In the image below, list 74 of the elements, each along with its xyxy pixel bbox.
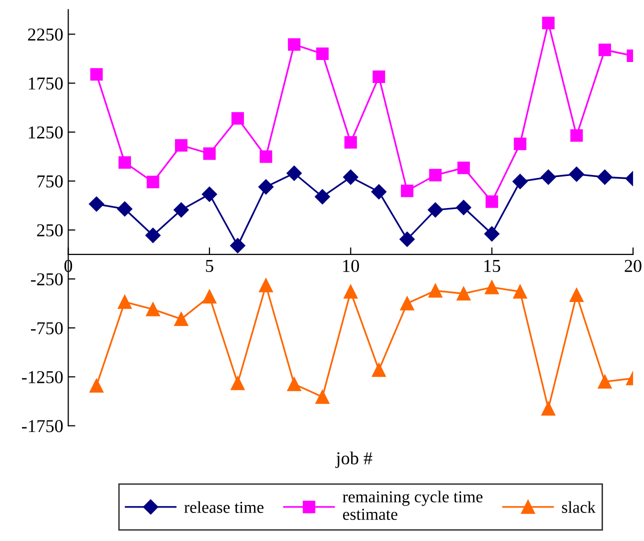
x-axis-title: job # bbox=[335, 452, 372, 468]
point bbox=[428, 202, 443, 218]
point bbox=[542, 16, 555, 30]
y-tick-label: 2250 bbox=[28, 28, 63, 41]
point bbox=[457, 162, 470, 174]
point bbox=[146, 302, 160, 316]
y-tick-label: 750 bbox=[38, 175, 63, 188]
y-tick-label: -1250 bbox=[22, 371, 63, 384]
point bbox=[429, 168, 442, 182]
y-tick-label: -750 bbox=[30, 322, 63, 334]
y-tick-label: 250 bbox=[37, 224, 63, 236]
point bbox=[597, 170, 612, 185]
point bbox=[484, 280, 499, 294]
legend-label: slack bbox=[562, 501, 596, 513]
y-tick-label: -250 bbox=[30, 273, 63, 286]
point bbox=[344, 284, 358, 299]
point bbox=[400, 296, 414, 310]
point bbox=[513, 284, 528, 299]
point bbox=[371, 184, 386, 200]
y-tick-label: -1750 bbox=[22, 420, 63, 432]
point bbox=[258, 179, 274, 194]
point bbox=[540, 170, 556, 185]
point bbox=[117, 201, 132, 217]
point bbox=[230, 376, 245, 390]
point bbox=[202, 290, 216, 304]
point bbox=[288, 38, 300, 51]
point bbox=[570, 288, 584, 302]
point bbox=[88, 196, 104, 212]
point bbox=[145, 228, 161, 243]
point bbox=[569, 166, 584, 182]
point bbox=[174, 139, 188, 152]
point bbox=[486, 195, 498, 208]
x-tick-label: 5 bbox=[206, 260, 214, 272]
point bbox=[314, 189, 330, 204]
x-tick-label: 10 bbox=[343, 260, 359, 272]
point bbox=[598, 44, 612, 56]
point bbox=[541, 402, 556, 416]
point bbox=[260, 150, 272, 163]
point bbox=[174, 312, 188, 326]
point bbox=[286, 166, 302, 181]
point bbox=[570, 129, 583, 142]
point bbox=[90, 68, 103, 81]
point bbox=[316, 48, 329, 60]
point bbox=[484, 226, 500, 242]
point bbox=[258, 278, 273, 292]
point bbox=[514, 138, 526, 150]
point bbox=[372, 70, 386, 84]
x-tick-label: 20 bbox=[624, 260, 642, 272]
point bbox=[343, 170, 358, 185]
point bbox=[400, 232, 415, 247]
point bbox=[118, 294, 132, 309]
legend-label: release time bbox=[184, 501, 264, 513]
legend-label: remaining cycle time estimate bbox=[342, 490, 482, 520]
point bbox=[372, 363, 386, 377]
point bbox=[598, 374, 612, 389]
point bbox=[428, 284, 442, 298]
point bbox=[456, 286, 471, 301]
point bbox=[315, 390, 330, 404]
point bbox=[174, 202, 189, 218]
point bbox=[344, 136, 357, 149]
point bbox=[231, 112, 244, 125]
point bbox=[230, 238, 246, 254]
y-tick-label: 1250 bbox=[28, 126, 63, 139]
point bbox=[456, 200, 472, 216]
point bbox=[146, 176, 160, 188]
point bbox=[118, 156, 131, 169]
point bbox=[512, 174, 528, 190]
point bbox=[287, 377, 302, 392]
point bbox=[202, 186, 218, 202]
point bbox=[90, 378, 104, 393]
point bbox=[203, 147, 216, 160]
y-tick-label: 1750 bbox=[28, 77, 63, 90]
x-tick-label: 15 bbox=[484, 260, 500, 272]
point bbox=[400, 184, 414, 198]
